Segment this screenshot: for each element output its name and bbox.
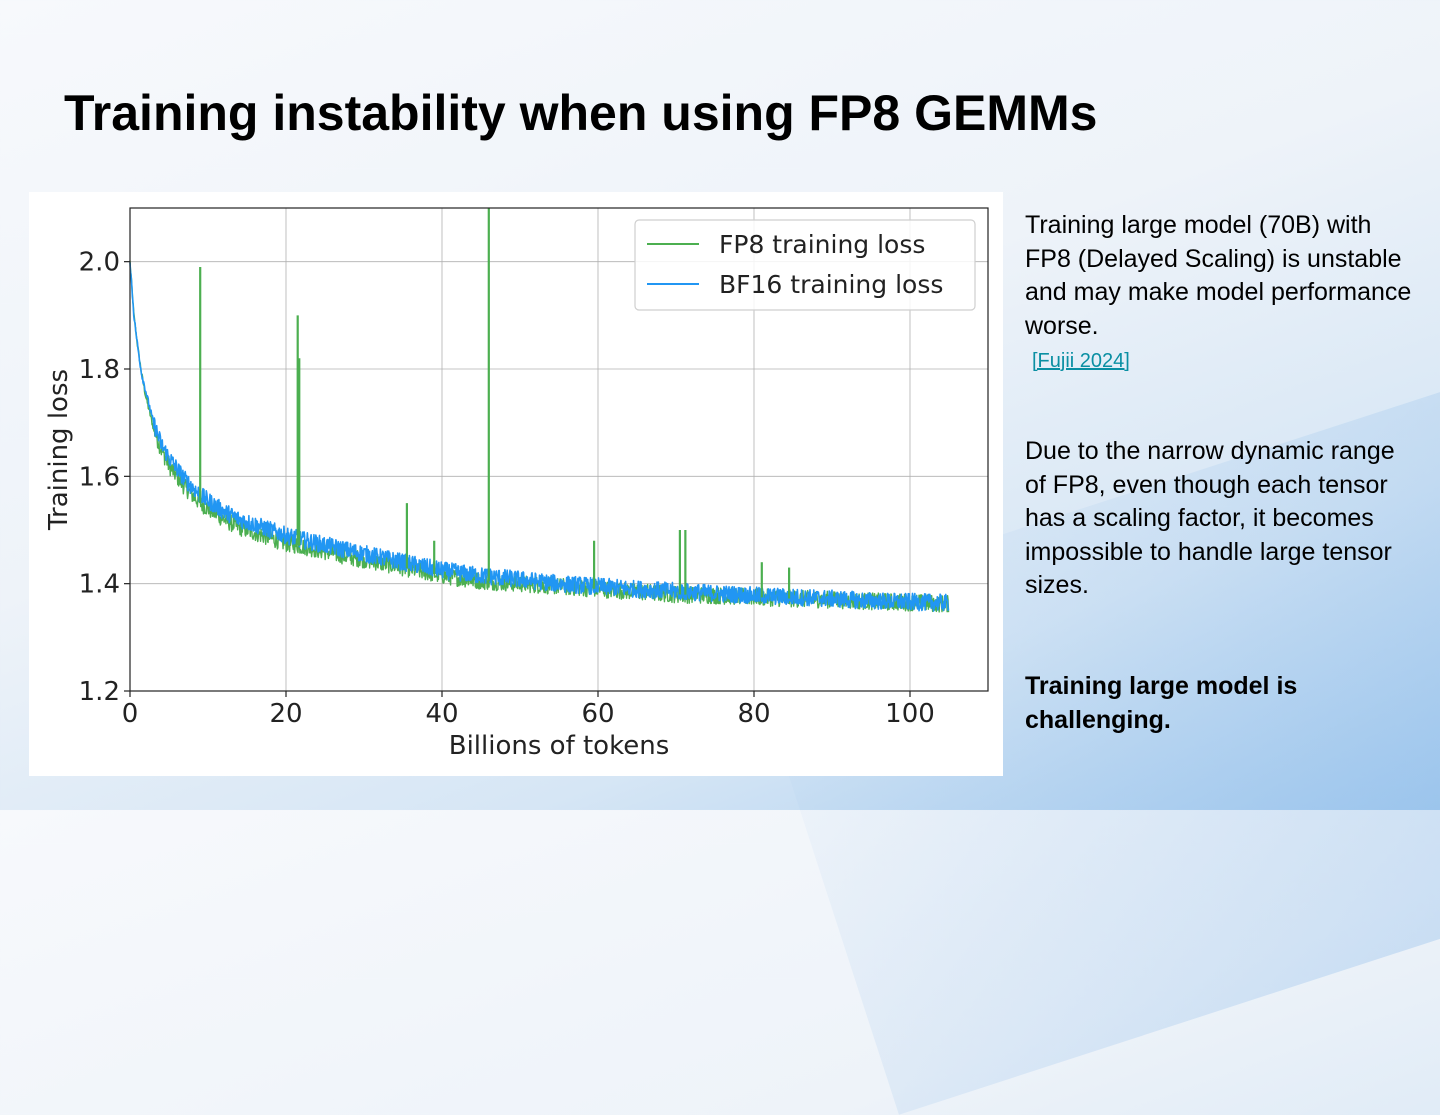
chart-legend: FP8 training loss BF16 training loss: [634, 219, 976, 311]
x-tick-label: 100: [885, 699, 935, 729]
y-axis-label: Training loss: [44, 369, 74, 531]
training-loss-chart: 0 20 40 60 80 100 1.2 1.4 1.6 1.8 2.0 Billions of …: [44, 207, 989, 761]
chart-series: [129, 208, 950, 613]
slide-title: Training instability when using FP8 GEMM…: [64, 85, 1098, 141]
y-tick-label: 2.0: [79, 248, 120, 278]
instability-text: Training large model (70B) with FP8 (Del…: [1025, 211, 1412, 340]
y-tick-label: 1.4: [79, 570, 120, 600]
bf16-loss-line: [129, 262, 950, 612]
bf16-series: [129, 262, 950, 612]
legend-box: [634, 219, 976, 311]
y-tick-label: 1.6: [79, 462, 120, 492]
y-tick-label: 1.2: [79, 677, 120, 707]
fp8-series: [129, 260, 950, 613]
x-tick-label: 40: [425, 699, 458, 729]
dynamic-range-paragraph: Due to the narrow dynamic range of FP8, …: [1025, 437, 1395, 599]
plot-frame: [129, 207, 989, 692]
x-tick-label: 0: [122, 699, 139, 729]
instability-paragraph: Training large model (70B) with FP8 (Del…: [1025, 209, 1415, 377]
chart-panel: 0 20 40 60 80 100 1.2 1.4 1.6 1.8 2.0 Billions of …: [29, 192, 1003, 776]
reference-link[interactable]: [Fujii 2024]: [1032, 350, 1130, 372]
legend-label-bf16: BF16 training loss: [719, 270, 943, 299]
legend-label-fp8: FP8 training loss: [719, 230, 925, 259]
x-tick-label: 20: [269, 699, 302, 729]
x-tick-label: 80: [737, 699, 770, 729]
x-tick-label: 60: [581, 699, 614, 729]
conclusion-text: Training large model is challenging.: [1025, 672, 1298, 734]
x-axis-label: Billions of tokens: [449, 731, 670, 761]
chart-ticks: 0 20 40 60 80 100 1.2 1.4 1.6 1.8 2.0: [79, 248, 935, 729]
fp8-loss-line: [129, 260, 950, 613]
y-tick-label: 1.8: [79, 355, 120, 385]
